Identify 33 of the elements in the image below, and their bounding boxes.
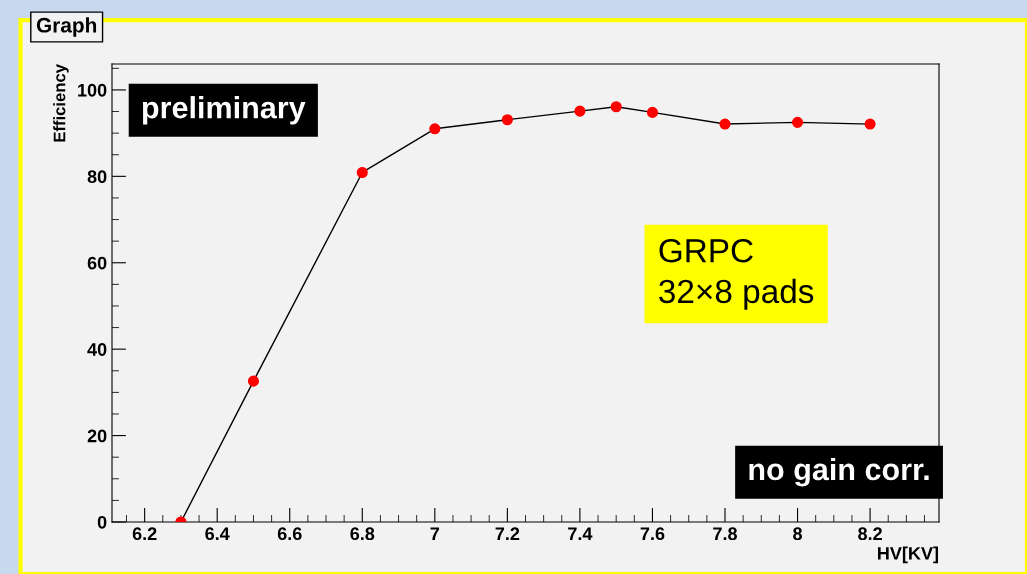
x-tick-label: 7.2 xyxy=(495,527,520,540)
point xyxy=(719,118,731,130)
annotation: GRPC 32×8 pads xyxy=(659,238,814,310)
y-tick-label: 40 xyxy=(87,343,107,356)
point xyxy=(646,106,659,118)
point xyxy=(610,101,622,113)
x-tick-label: 6.4 xyxy=(205,527,230,541)
x-tick-label: 8 xyxy=(793,527,803,541)
x-tick-label: 8.2 xyxy=(858,527,882,541)
y-tick-label: 100 xyxy=(78,83,107,97)
chart-title: Graph xyxy=(36,17,97,37)
y-tick-label: 20 xyxy=(87,429,107,443)
point xyxy=(864,118,876,130)
y-tick-label: 60 xyxy=(87,256,107,270)
annotation: no gain corr. xyxy=(749,457,929,487)
point xyxy=(247,375,260,387)
y-axis-title: Efficiency xyxy=(53,64,69,142)
point xyxy=(501,114,513,126)
x-tick-label: 6.8 xyxy=(350,527,375,541)
y-tick-label: 80 xyxy=(87,170,107,184)
x-axis-title: HV[KV] xyxy=(878,546,938,564)
annotation: preliminary xyxy=(142,96,306,125)
x-tick-label: 7 xyxy=(430,527,440,540)
x-tick-label: 7.8 xyxy=(713,527,737,541)
x-tick-label: 7.6 xyxy=(640,527,665,541)
x-tick-label: 6.6 xyxy=(277,527,302,541)
point xyxy=(356,166,368,179)
point xyxy=(429,123,441,135)
point xyxy=(574,105,586,117)
x-tick-label: 7.4 xyxy=(568,527,593,540)
x-tick-label: 6.2 xyxy=(132,527,157,541)
y-tick-label: 0 xyxy=(97,515,107,529)
point xyxy=(791,116,804,128)
